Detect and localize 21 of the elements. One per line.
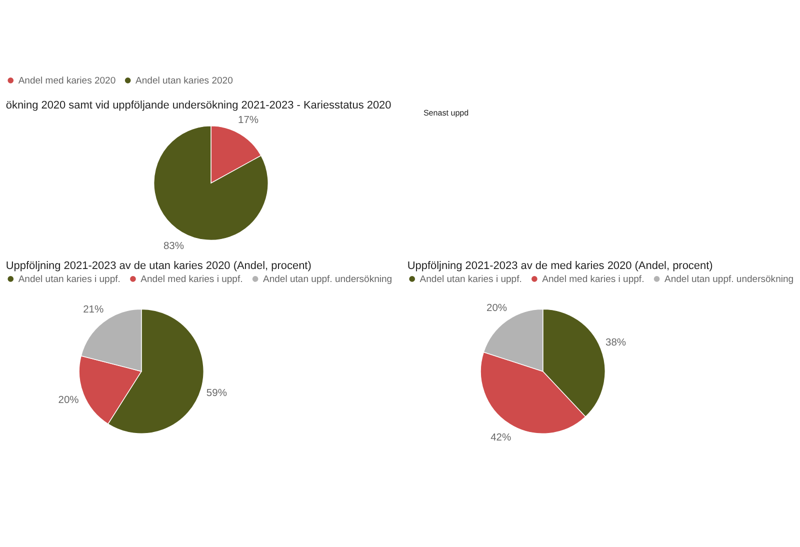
data-label: 83% xyxy=(163,241,184,252)
data-label: 20% xyxy=(486,302,508,314)
legend-label: Andel utan karies i uppf. xyxy=(420,274,522,285)
legend-label: Andel med karies 2020 xyxy=(18,75,116,86)
legend-label: Andel utan uppf. undersökning xyxy=(664,274,794,285)
data-label: 21% xyxy=(83,304,104,316)
chart-title: Uppföljning 2021-2023 av de utan karies 2020 (Andel, procent) xyxy=(6,260,312,272)
chart-title: Uppföljning 2021-2023 av de med karies 2020 (Andel, procent) xyxy=(407,260,713,272)
legend-label: Andel utan karies 2020 xyxy=(136,75,233,86)
data-label: 59% xyxy=(206,388,227,400)
data-label: 17% xyxy=(238,114,259,126)
text: ökning 2020 samt vid uppföljande undersökning 2021-2023 - Kariesstatus 2020 xyxy=(6,99,392,112)
data-label: 42% xyxy=(490,432,512,444)
legend-label: Andel utan karies i uppf. xyxy=(18,274,120,285)
legend-label: Andel med karies i uppf. xyxy=(140,274,243,285)
text: Senast uppd xyxy=(423,108,469,118)
legend-label: Andel utan uppf. undersökning xyxy=(263,274,392,285)
legend-label: Andel med karies i uppf. xyxy=(542,274,644,285)
data-label: 20% xyxy=(58,395,79,406)
data-label: 38% xyxy=(605,337,626,348)
pie-slice xyxy=(154,126,268,241)
